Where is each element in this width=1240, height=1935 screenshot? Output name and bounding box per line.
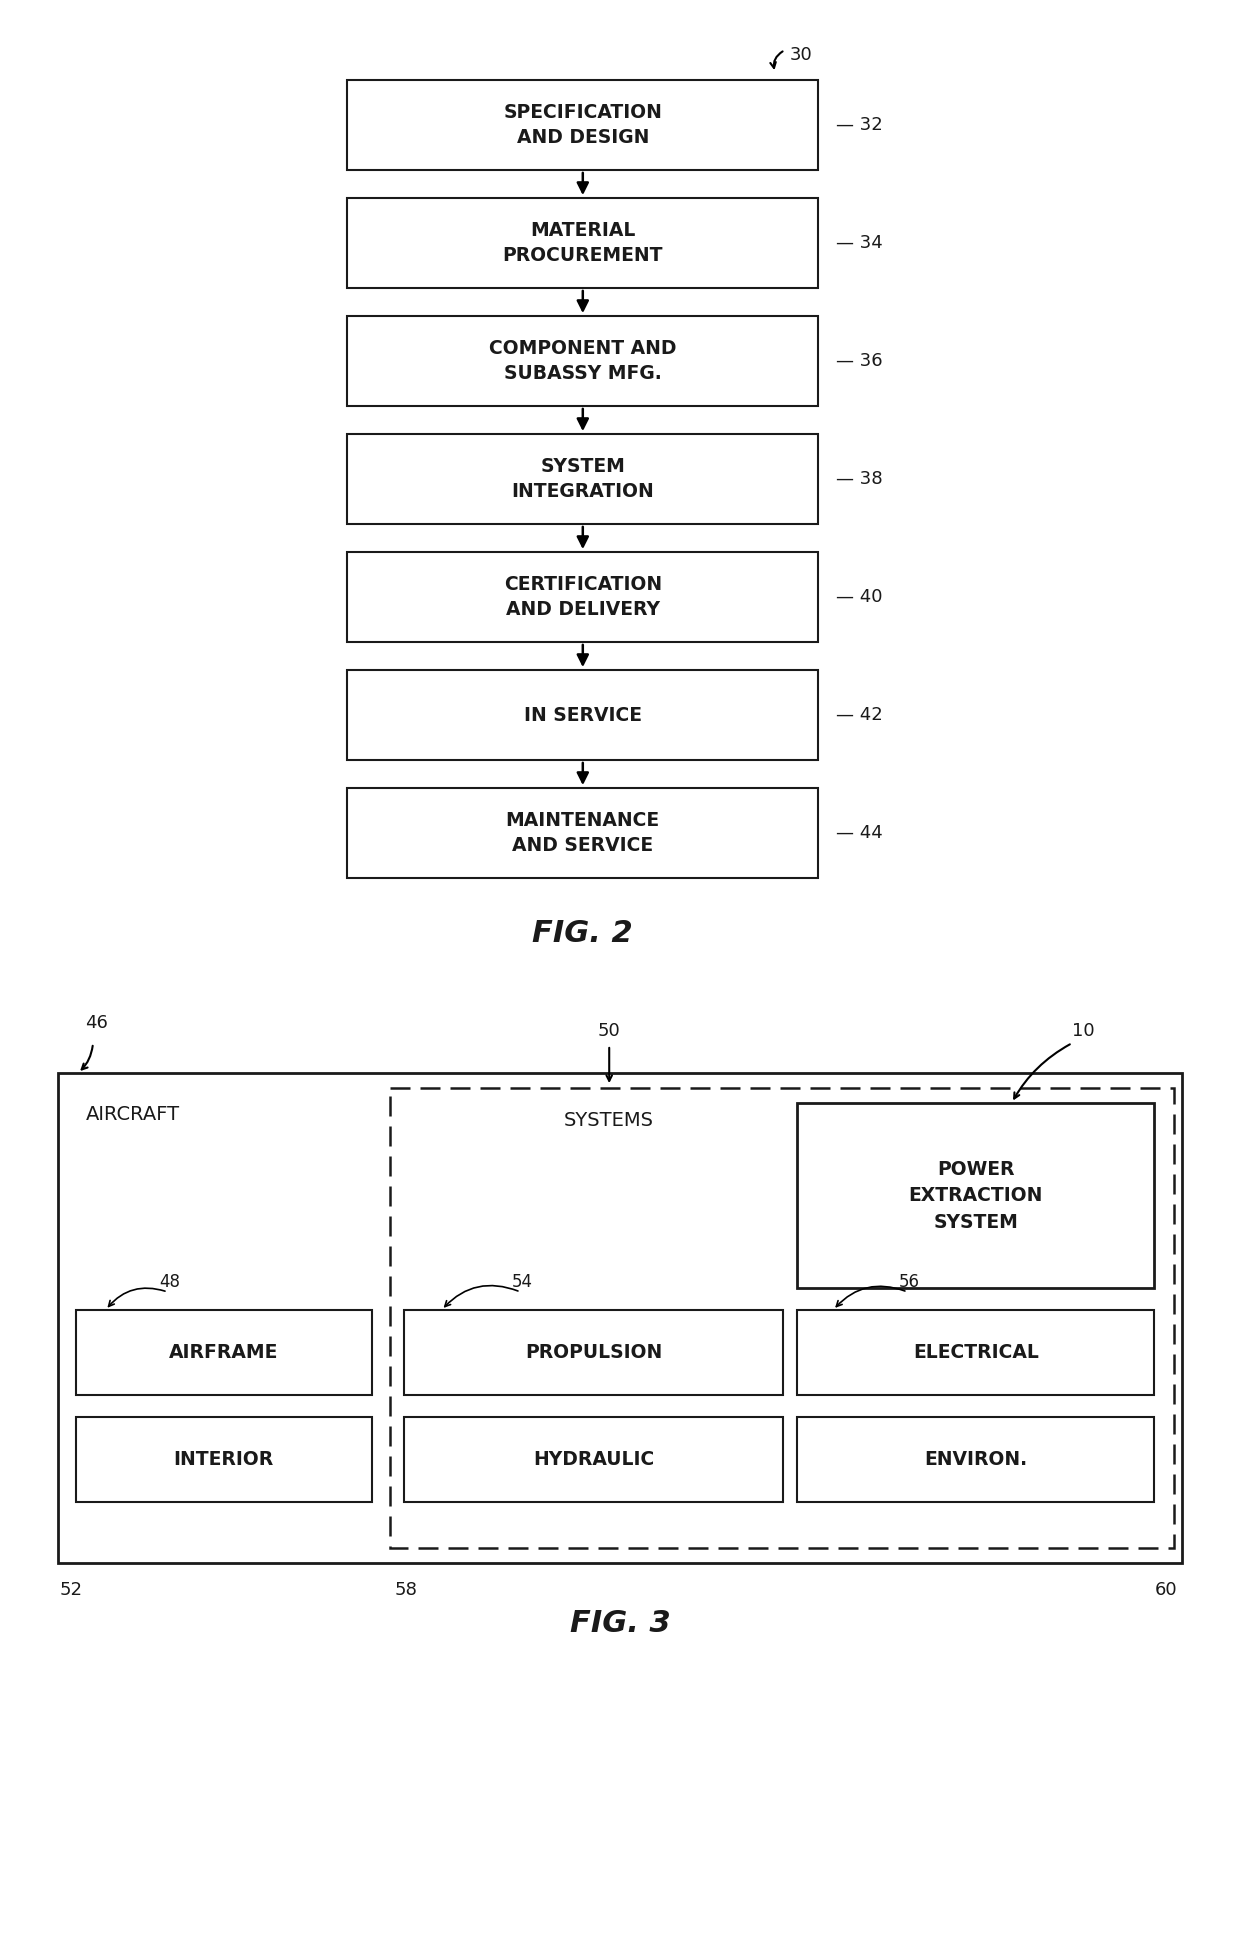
Text: HYDRAULIC: HYDRAULIC	[533, 1449, 655, 1469]
Text: PROPULSION: PROPULSION	[525, 1343, 662, 1362]
Bar	[347, 551, 818, 642]
Bar	[403, 1416, 784, 1502]
Bar	[389, 1087, 1174, 1548]
Text: ENVIRON.: ENVIRON.	[924, 1449, 1028, 1469]
Text: SPECIFICATION
AND DESIGN: SPECIFICATION AND DESIGN	[503, 103, 662, 147]
Text: AIRFRAME: AIRFRAME	[169, 1343, 279, 1362]
Bar	[347, 670, 818, 760]
Bar	[347, 788, 818, 878]
Text: — 32: — 32	[837, 116, 883, 134]
Text: CERTIFICATION
AND DELIVERY: CERTIFICATION AND DELIVERY	[503, 575, 662, 619]
Bar	[347, 79, 818, 170]
Bar	[347, 197, 818, 288]
Text: — 42: — 42	[837, 706, 883, 724]
Bar	[347, 433, 818, 524]
Text: SYSTEMS: SYSTEMS	[564, 1111, 655, 1130]
Text: 60: 60	[1154, 1581, 1177, 1598]
Text: POWER
EXTRACTION
SYSTEM: POWER EXTRACTION SYSTEM	[909, 1159, 1043, 1231]
Bar	[76, 1310, 372, 1395]
Text: — 38: — 38	[837, 470, 883, 488]
Bar	[347, 315, 818, 406]
Text: 48: 48	[159, 1273, 180, 1291]
Text: MAINTENANCE
AND SERVICE: MAINTENANCE AND SERVICE	[506, 811, 660, 855]
Text: — 36: — 36	[837, 352, 883, 370]
Text: — 44: — 44	[837, 824, 883, 842]
Text: 56: 56	[899, 1273, 920, 1291]
Text: MATERIAL
PROCUREMENT: MATERIAL PROCUREMENT	[502, 221, 663, 265]
Text: FIG. 3: FIG. 3	[569, 1608, 671, 1637]
Text: INTERIOR: INTERIOR	[174, 1449, 274, 1469]
Bar	[76, 1416, 372, 1502]
Bar	[797, 1103, 1154, 1289]
Text: 58: 58	[394, 1581, 418, 1598]
Text: IN SERVICE: IN SERVICE	[523, 706, 642, 724]
Text: SYSTEM
INTEGRATION: SYSTEM INTEGRATION	[511, 457, 655, 501]
Bar	[797, 1310, 1154, 1395]
Text: 30: 30	[790, 46, 812, 64]
Bar	[58, 1074, 1182, 1563]
Text: FIG. 2: FIG. 2	[532, 919, 634, 948]
Text: — 34: — 34	[837, 234, 883, 252]
Bar	[403, 1310, 784, 1395]
Text: AIRCRAFT: AIRCRAFT	[86, 1105, 180, 1124]
Text: 50: 50	[598, 1022, 620, 1039]
Text: 54: 54	[512, 1273, 533, 1291]
Text: COMPONENT AND
SUBASSY MFG.: COMPONENT AND SUBASSY MFG.	[489, 339, 677, 383]
Bar	[797, 1416, 1154, 1502]
Text: 46: 46	[86, 1014, 108, 1031]
Text: — 40: — 40	[837, 588, 883, 606]
Text: ELECTRICAL: ELECTRICAL	[913, 1343, 1039, 1362]
Text: 52: 52	[60, 1581, 83, 1598]
Text: 10: 10	[1073, 1022, 1095, 1039]
